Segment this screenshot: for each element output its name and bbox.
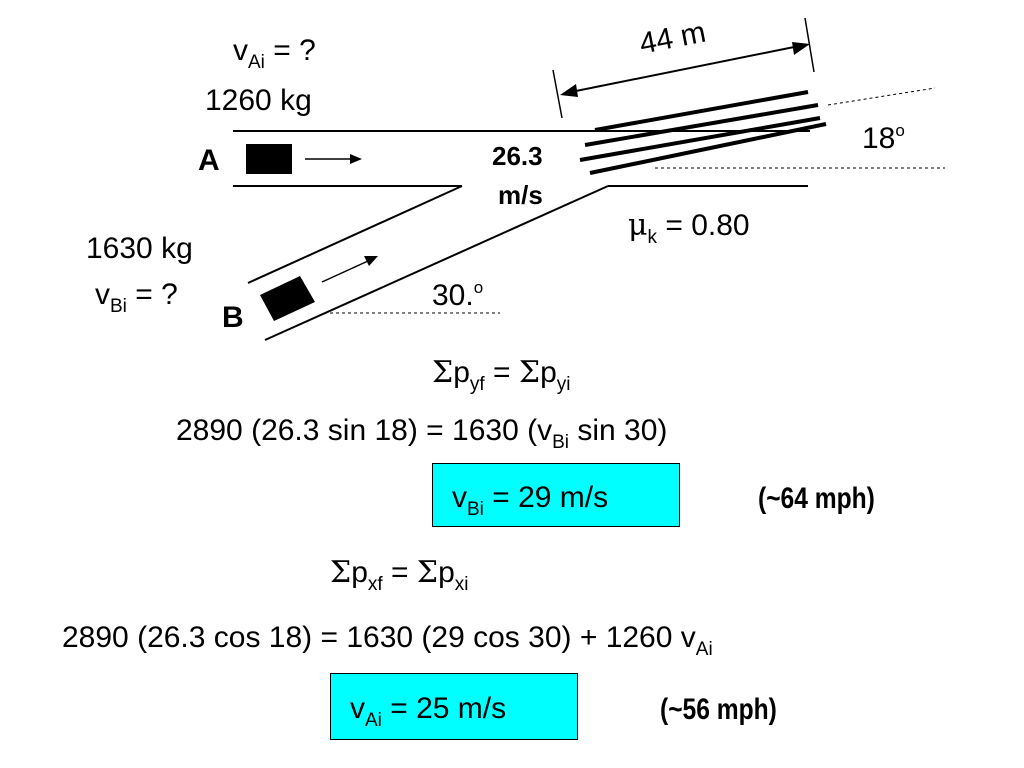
vb-result: vBi = 29 m/s [452,481,609,520]
skid-mark-2 [584,103,819,147]
sigma-symbol: Σ [518,355,541,390]
friction-coefficient-label: μk = 0.80 [628,208,750,248]
approach-angle-label: 30.o [432,279,483,311]
dimension-tick-right [804,17,815,73]
dimension-tick-left [552,69,563,119]
sigma-symbol: Σ [432,355,454,390]
friction-value: = 0.80 [657,209,750,242]
dimension-arrowhead-right [792,42,810,55]
sigma-symbol: Σ [416,555,439,590]
velocity-symbol: v [350,692,365,725]
skid-mark-4 [589,122,827,175]
momentum-symbol: p [540,356,557,389]
va-result: vAi = 25 m/s [350,692,507,731]
friction-subscript: k [647,227,658,248]
velocity-value: = ? [264,34,316,67]
velocity-subscript: Ai [248,52,265,73]
final-speed-unit: m/s [498,180,543,210]
car-a-label: A [198,144,220,177]
velocity-value: = ? [126,278,178,311]
va-mph-note: (~56 mph) [660,695,803,725]
subscript: xf [367,574,383,595]
car-a [246,144,292,174]
velocity-symbol: v [95,278,110,311]
approach-angle-value: 30. [432,279,474,312]
momentum-symbol: p [438,556,455,589]
subscript: yf [469,374,485,395]
car-b [260,276,315,321]
vb-mph-note: (~64 mph) [758,484,901,514]
dimension-arrowhead-left [560,84,578,97]
dimension-line [565,44,805,94]
degree-symbol: o [473,278,484,297]
y-momentum-equation: Σpyf = Σpyi [432,355,571,395]
subscript: yi [556,374,571,395]
skid-mark-3 [579,116,821,162]
mu-symbol: μ [628,208,648,243]
va-answer-box [330,673,578,740]
subscript: Bi [467,499,484,520]
equals-sign: = [382,556,417,589]
subscript: Ai [365,710,382,731]
vb-answer-box [432,463,680,527]
car-a-mass: 1260 kg [205,84,312,117]
exit-angle-value: 18 [862,122,896,155]
car-b-mass: 1630 kg [86,232,193,265]
road-b-lower-edge [264,185,609,341]
equation-left: 2890 (26.3 sin 18) = 1630 (v [176,414,553,447]
x-substitution-equation: 2890 (26.3 cos 18) = 1630 (29 cos 30) + … [62,621,713,660]
subscript: Bi [552,432,569,453]
car-b-label: B [222,301,244,334]
equals-sign: = [484,356,519,389]
exit-angle-label: 18o [862,122,905,154]
subscript: xi [454,574,469,595]
subscript: Ai [695,639,713,660]
car-a-velocity-label: vAi = ? [233,34,316,73]
mph-text: (~56 mph) [660,693,777,726]
mph-text: (~64 mph) [758,482,875,515]
velocity-subscript: Bi [110,296,127,317]
velocity-symbol: v [233,34,248,67]
x-momentum-equation: Σpxf = Σpxi [330,555,469,595]
road-b-upper-edge [247,185,463,284]
sigma-symbol: Σ [330,555,352,590]
equation-right: sin 30) [569,414,668,447]
final-speed-value: 26.3 [492,141,543,171]
car-b-arrow-shaft [321,260,369,283]
skid-mark-1 [594,90,809,132]
momentum-symbol: p [453,356,470,389]
equation-left: 2890 (26.3 cos 18) = 1630 (29 cos 30) + … [62,621,696,654]
car-b-arrowhead [364,256,378,266]
degree-symbol: o [895,121,905,140]
result-value: = 25 m/s [381,692,507,725]
result-value: = 29 m/s [483,481,609,514]
car-a-arrowhead [350,154,362,164]
y-substitution-equation: 2890 (26.3 sin 18) = 1630 (vBi sin 30) [176,414,668,453]
velocity-symbol: v [452,481,467,514]
exit-direction-dashed [827,87,936,106]
momentum-symbol: p [351,556,368,589]
car-b-velocity-label: vBi = ? [95,278,178,317]
